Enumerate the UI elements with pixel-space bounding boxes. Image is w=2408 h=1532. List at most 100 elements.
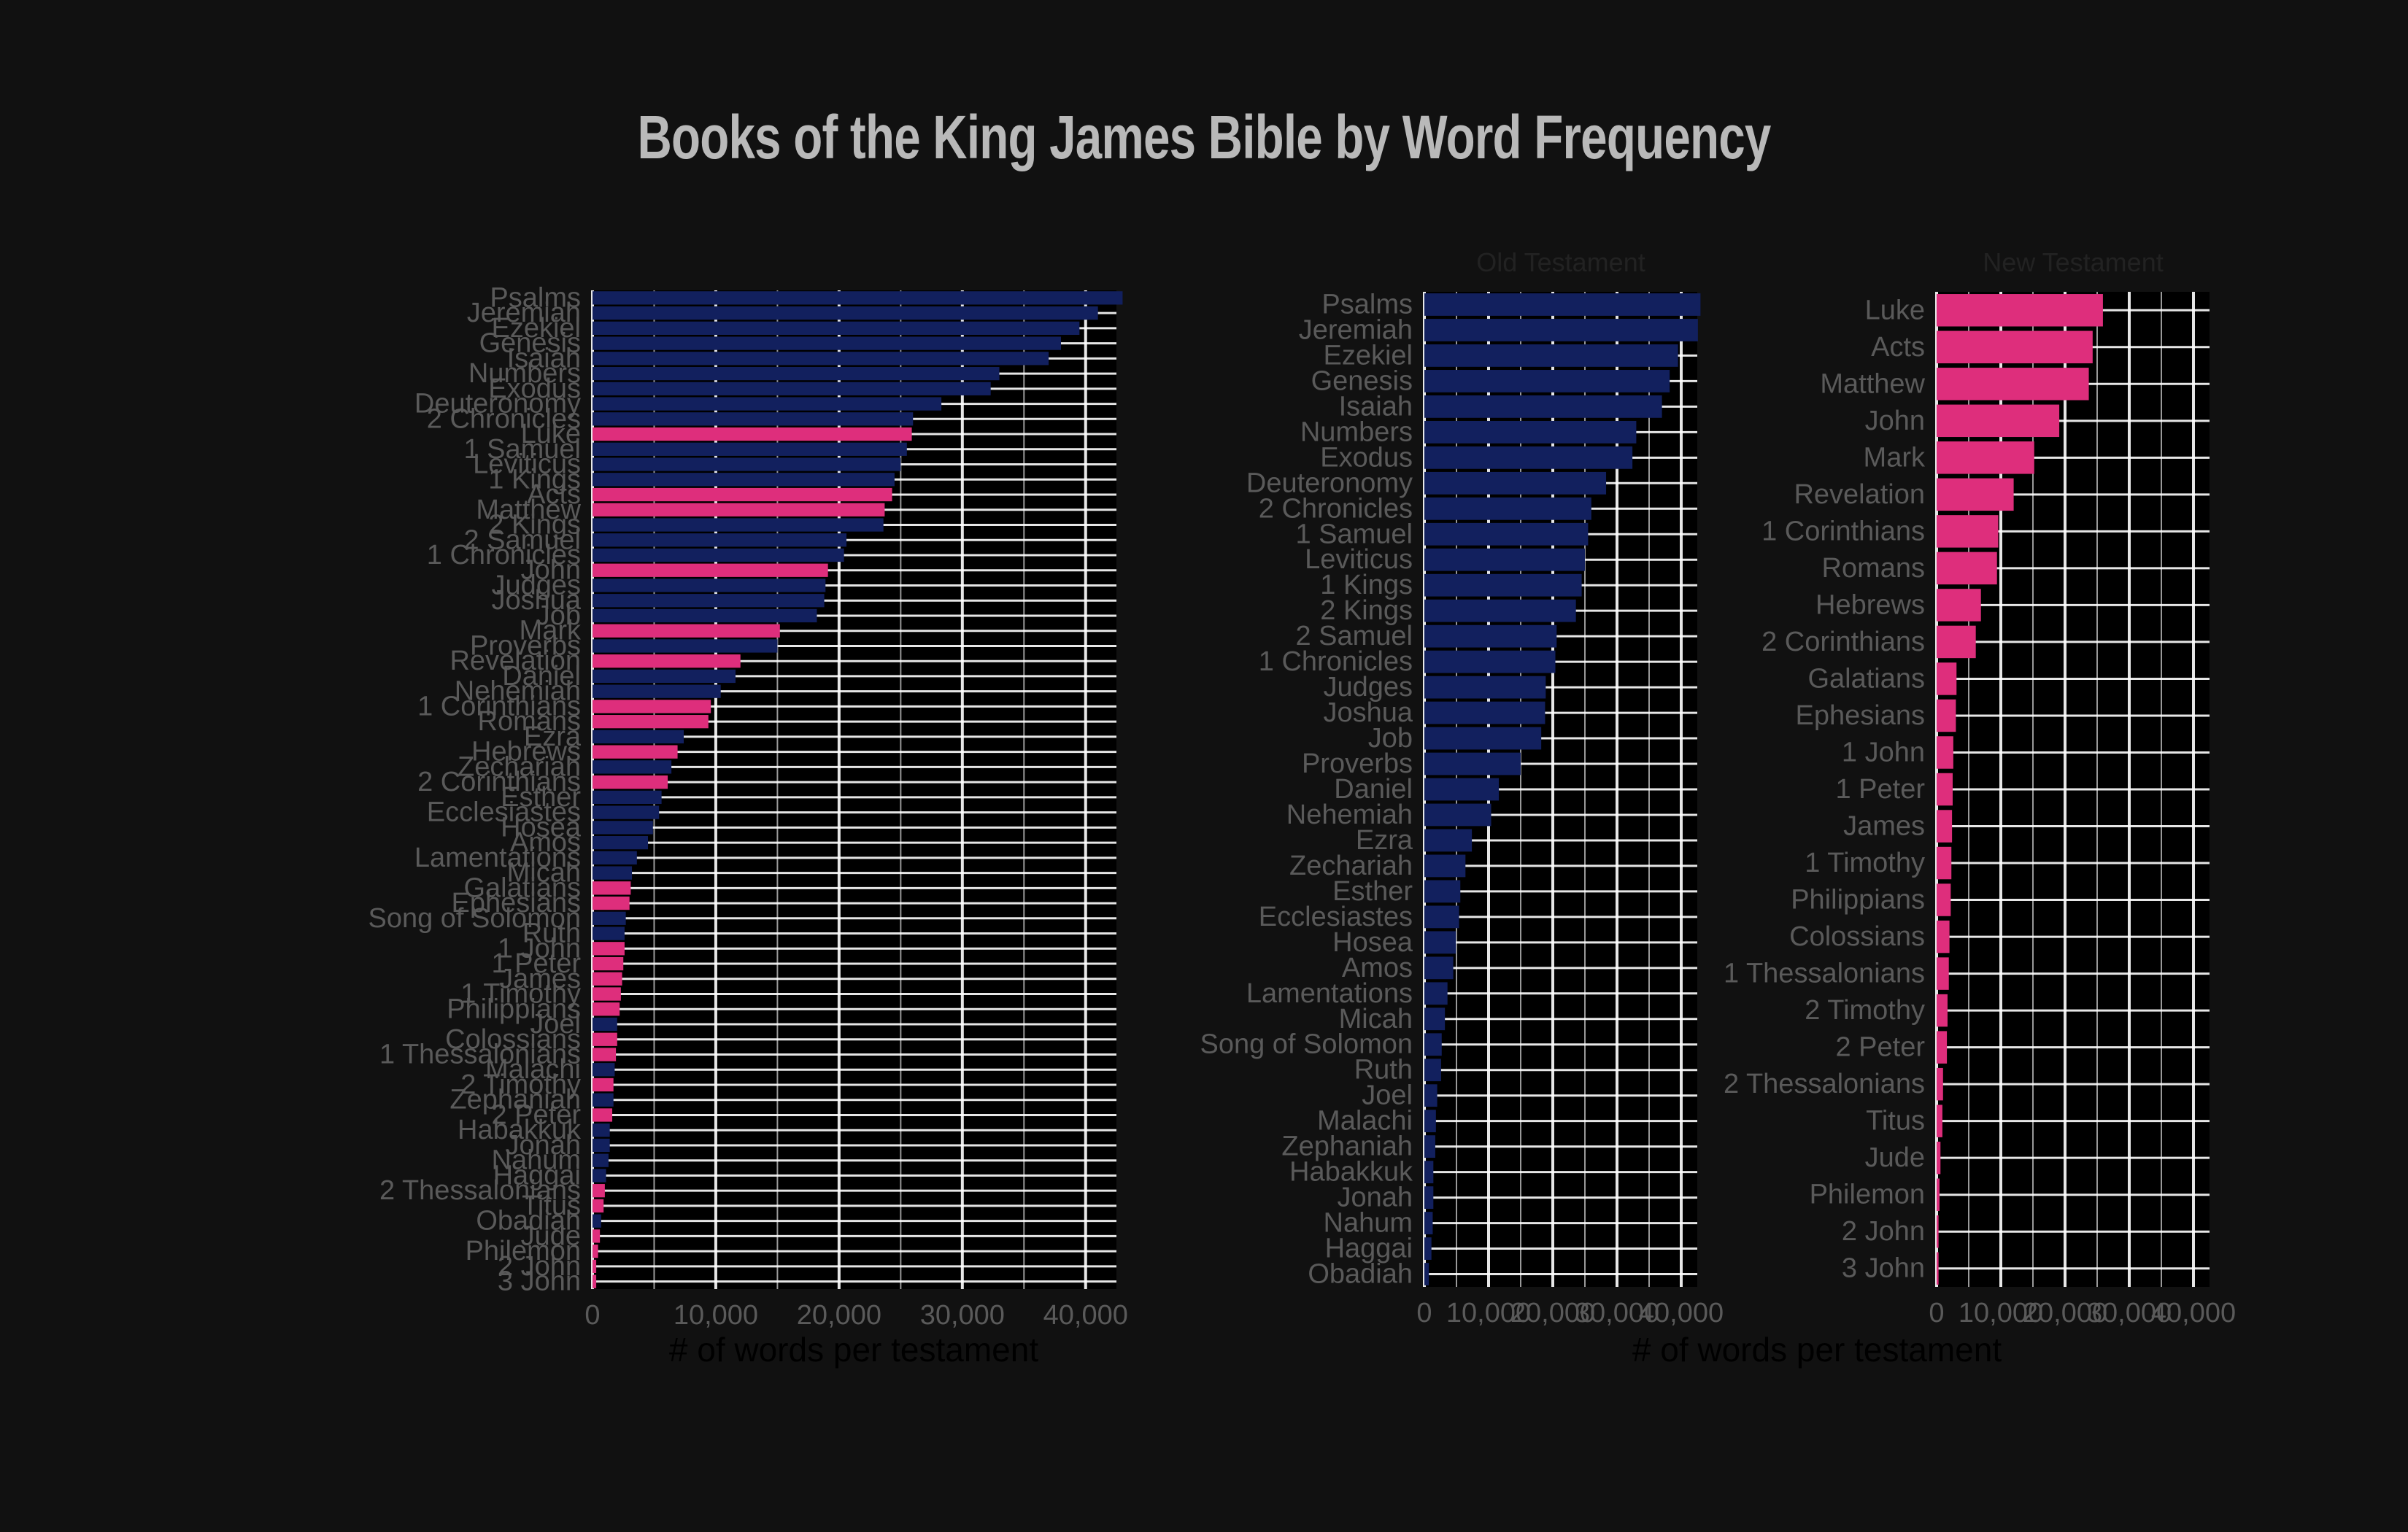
bar <box>593 669 736 684</box>
bar <box>593 487 892 502</box>
y-tick-label: Micah <box>1339 1004 1413 1034</box>
y-tick-label: Ezra <box>1356 825 1413 856</box>
y-tick-label: 2 John <box>1842 1216 1925 1247</box>
bar <box>593 942 625 956</box>
bar <box>1424 1059 1441 1082</box>
y-tick-label: Titus <box>522 1191 581 1221</box>
bar <box>593 1199 604 1213</box>
y-tick-label: Song of Solomon <box>1200 1029 1413 1060</box>
bar <box>593 654 741 668</box>
bar <box>1424 1186 1434 1209</box>
plot-background <box>593 290 1116 1289</box>
y-tick-label: Jonah <box>505 1130 581 1161</box>
bar <box>1424 293 1701 316</box>
y-tick-label: Hosea <box>1332 927 1413 958</box>
y-tick-label: Titus <box>1866 1106 1925 1137</box>
bar <box>593 835 649 850</box>
x-tick-label: 40,000 <box>1043 1300 1128 1331</box>
y-tick-label: 1 Corinthians <box>1761 516 1925 546</box>
y-tick-label: Judges <box>491 570 581 600</box>
y-tick-label: Joshua <box>1323 697 1413 728</box>
y-tick-label: Habakkuk <box>458 1115 582 1145</box>
y-tick-label: Lamentations <box>414 843 581 873</box>
y-tick-label: Esther <box>1332 876 1413 907</box>
bar <box>1424 854 1466 878</box>
y-tick-label: Philemon <box>466 1236 581 1266</box>
bar <box>593 291 1123 305</box>
y-tick-label: Zechariah <box>1289 851 1413 881</box>
y-tick-label: Job <box>1368 723 1413 754</box>
y-tick-label: 2 Kings <box>488 510 581 541</box>
bar <box>593 1169 606 1183</box>
y-tick-label: Matthew <box>1820 368 1925 399</box>
x-tick-label: 30,000 <box>920 1300 1005 1331</box>
panel-old-testament: PsalmsJeremiahEzekielGenesisIsaiahNumber… <box>1200 247 2002 1369</box>
bar <box>1424 624 1557 648</box>
bar <box>1424 1110 1436 1133</box>
y-tick-label: 1 Timothy <box>460 979 581 1010</box>
bar <box>1937 920 1950 953</box>
bar <box>593 1108 613 1122</box>
bar <box>1424 344 1678 367</box>
y-tick-label: Acts <box>1871 332 1925 363</box>
bar <box>1424 395 1662 418</box>
y-tick-label: 2 Corinthians <box>1761 627 1925 657</box>
y-tick-label: Amos <box>1342 953 1413 983</box>
bar <box>593 760 672 774</box>
y-tick-label: Zephaniah <box>1281 1131 1413 1162</box>
bar <box>593 624 780 638</box>
y-tick-label: 2 Thessalonians <box>379 1175 581 1206</box>
y-tick-label: Obadiah <box>1308 1259 1413 1290</box>
y-tick-label: Mark <box>1864 442 1926 473</box>
y-tick-label: Hosea <box>501 812 582 843</box>
y-tick-label: Acts <box>527 479 581 510</box>
y-tick-label: Jonah <box>1337 1183 1413 1213</box>
y-tick-label: 2 Timothy <box>460 1069 581 1100</box>
y-tick-label: Ezekiel <box>492 313 582 344</box>
y-tick-label: 1 Samuel <box>463 434 581 465</box>
y-tick-label: 3 John <box>1842 1253 1925 1284</box>
y-tick-label: Nahum <box>1324 1208 1413 1239</box>
bar <box>1424 1212 1433 1234</box>
y-tick-label: Luke <box>521 419 581 449</box>
bar <box>593 639 778 653</box>
y-tick-label: Lamentations <box>1246 978 1413 1009</box>
y-tick-label: Revelation <box>449 646 581 676</box>
bar <box>593 1259 597 1274</box>
y-tick-label: Joshua <box>491 585 581 616</box>
y-tick-label: Genesis <box>1311 365 1413 396</box>
bar <box>1424 446 1633 469</box>
bar <box>593 1078 614 1092</box>
bar <box>1424 1033 1442 1056</box>
bar <box>1424 497 1591 520</box>
bar <box>1937 957 1949 990</box>
bar <box>593 412 914 426</box>
y-tick-label: Judges <box>1323 672 1413 703</box>
bar <box>593 1017 617 1032</box>
bar <box>593 911 626 925</box>
x-tick-label: 10,000 <box>1959 1298 2043 1328</box>
y-tick-label: Ruth <box>1354 1055 1413 1086</box>
bar <box>593 579 826 592</box>
bar <box>593 457 901 471</box>
panel-title: New Testament <box>1983 247 2163 277</box>
x-axis-title: # of words per testament <box>1632 1331 2002 1369</box>
page-title: Books of the King James Bible by Word Fr… <box>637 103 1771 171</box>
bar <box>1937 699 1956 732</box>
bar <box>1424 829 1473 852</box>
bar <box>1424 727 1542 750</box>
bar <box>1424 1135 1435 1158</box>
bar <box>1424 420 1637 444</box>
bar <box>593 972 622 986</box>
bar <box>1424 548 1585 571</box>
y-tick-label: Romans <box>1822 553 1926 584</box>
y-tick-label: 2 Kings <box>1320 595 1413 626</box>
bar <box>593 1229 601 1243</box>
bar <box>593 1214 601 1228</box>
y-tick-label: Numbers <box>1300 417 1413 447</box>
y-tick-label: 2 Chronicles <box>1259 493 1413 524</box>
bar <box>593 805 660 819</box>
bar <box>1424 982 1448 1005</box>
bar <box>1424 956 1454 980</box>
y-tick-label: Philemon <box>1810 1180 1925 1210</box>
